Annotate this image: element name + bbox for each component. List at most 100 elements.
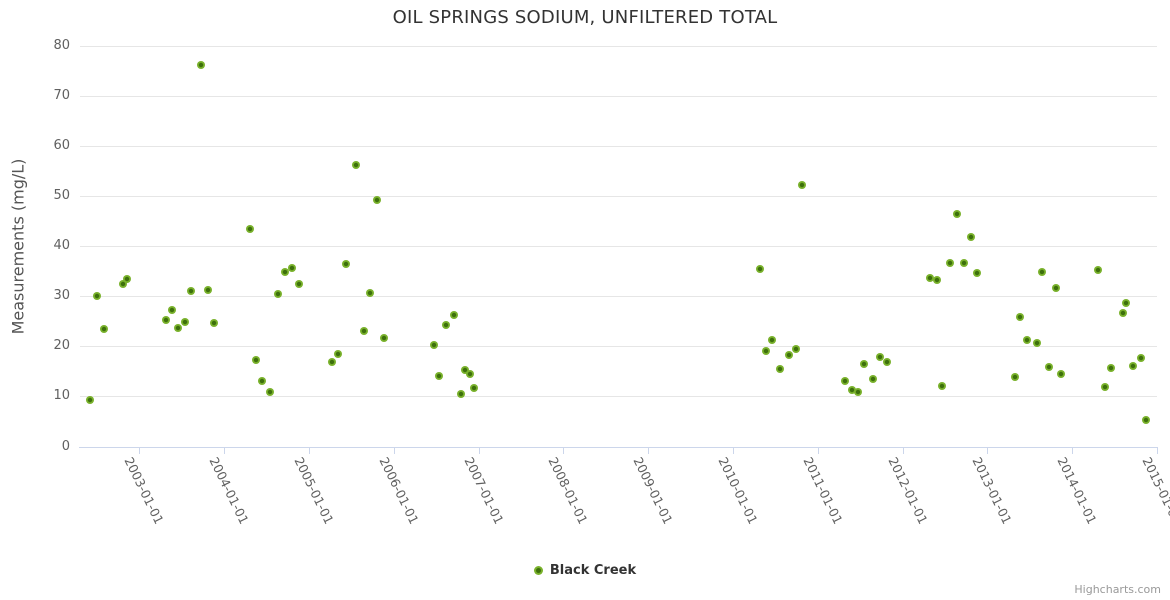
data-point[interactable] [123,275,132,284]
data-point[interactable] [197,61,206,70]
data-point[interactable] [967,233,976,242]
data-point[interactable] [1141,415,1150,424]
data-point[interactable] [853,388,862,397]
data-point[interactable] [1016,313,1025,322]
x-tick [648,447,650,454]
data-point[interactable] [429,341,438,350]
chart-title: OIL SPRINGS SODIUM, UNFILTERED TOTAL [392,7,778,28]
data-point[interactable] [461,366,469,375]
data-point[interactable] [366,289,375,298]
data-point[interactable] [294,280,303,289]
y-tick-label: 30 [53,288,70,304]
data-point[interactable] [859,360,868,369]
data-point[interactable] [456,390,465,399]
data-point[interactable] [1052,283,1061,292]
data-point[interactable] [288,264,296,273]
x-tick [987,447,989,454]
data-point[interactable] [380,334,389,343]
data-point[interactable] [1045,363,1054,372]
data-point[interactable] [209,319,218,328]
data-point[interactable] [875,352,884,361]
data-point[interactable] [762,347,771,356]
data-point[interactable] [840,377,849,386]
data-point[interactable] [756,265,765,274]
data-point[interactable] [204,285,213,294]
data-point[interactable] [434,372,443,381]
data-point[interactable] [767,336,776,345]
gridline [80,246,1157,248]
data-point[interactable] [1101,383,1110,392]
data-point[interactable] [776,365,785,374]
data-point[interactable] [245,225,254,234]
data-point[interactable] [1033,339,1042,348]
data-point[interactable] [258,377,267,386]
data-point[interactable] [174,324,183,333]
data-point[interactable] [265,388,274,397]
legend-item-black-creek[interactable]: Black Creek [533,563,637,578]
data-point[interactable] [327,358,336,367]
data-point[interactable] [92,291,101,300]
x-tick [1072,447,1074,454]
data-point[interactable] [1057,370,1066,379]
data-point[interactable] [1037,267,1046,276]
data-point[interactable] [1107,364,1116,373]
x-tick [732,447,734,454]
y-tick-label: 60 [53,138,70,154]
data-point[interactable] [1023,335,1032,344]
data-point[interactable] [797,180,806,189]
data-point[interactable] [273,289,282,298]
legend-label: Black Creek [549,563,637,578]
x-tick-label: 2014-01-01 [1054,454,1100,526]
data-point[interactable] [466,370,475,379]
data-point[interactable] [251,355,260,364]
data-point[interactable] [847,386,856,395]
data-point[interactable] [167,306,176,315]
data-point[interactable] [449,311,458,320]
data-point[interactable] [1136,354,1145,363]
data-point[interactable] [99,324,108,333]
series-marker-icon [533,566,543,575]
data-point[interactable] [791,344,800,353]
data-point[interactable] [442,321,451,330]
x-tick-label: 2011-01-01 [800,454,846,526]
data-point[interactable] [281,268,290,277]
data-point[interactable] [161,316,170,325]
data-point[interactable] [181,317,190,326]
gridline [80,96,1157,98]
data-point[interactable] [119,280,128,289]
data-point[interactable] [351,161,360,170]
y-tick-label: 40 [53,238,70,254]
data-point[interactable] [883,358,892,367]
data-point[interactable] [86,395,95,404]
y-tick-label: 20 [53,338,70,354]
data-point[interactable] [470,384,479,393]
data-point[interactable] [933,276,942,285]
data-point[interactable] [187,286,196,295]
data-point[interactable] [784,350,793,359]
data-point[interactable] [1010,373,1019,382]
data-point[interactable] [868,374,877,383]
highcharts-credits-link[interactable]: Highcharts.com [1074,583,1161,596]
x-tick-label: 2015-01-01 [1139,454,1170,526]
data-point[interactable] [925,274,934,283]
data-point[interactable] [952,209,961,218]
data-point[interactable] [959,258,968,267]
data-point[interactable] [1094,266,1103,275]
data-point[interactable] [1122,299,1131,308]
data-point[interactable] [360,326,369,335]
data-point[interactable] [946,258,955,267]
data-point[interactable] [333,350,342,359]
x-tick-label: 2013-01-01 [969,454,1016,526]
data-point[interactable] [1119,308,1128,317]
data-point[interactable] [938,381,947,390]
data-point[interactable] [342,259,351,268]
data-point[interactable] [372,196,381,205]
data-point[interactable] [1129,362,1138,371]
y-tick-label: 0 [61,438,70,454]
gridline [80,296,1157,298]
x-tick [478,447,480,454]
y-tick-label: 50 [53,188,70,204]
x-tick-label: 2004-01-01 [206,454,252,526]
data-point[interactable] [973,269,982,278]
x-tick [902,447,904,454]
